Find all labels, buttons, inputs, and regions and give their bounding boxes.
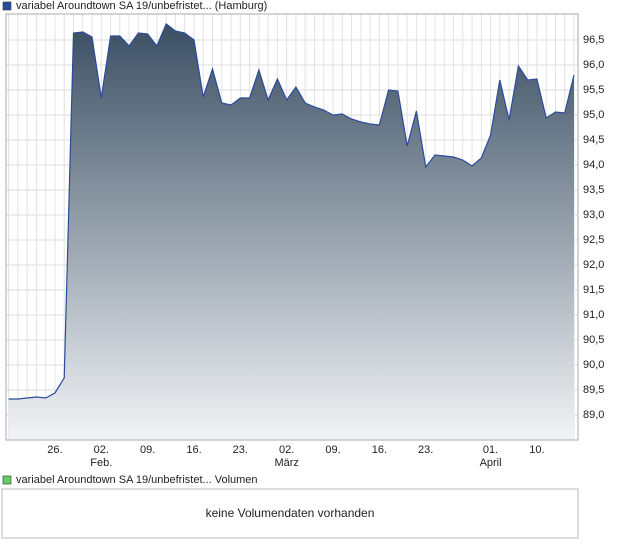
plot-frame [5, 13, 579, 441]
x-tick-label: 10. [529, 444, 544, 456]
y-tick-label: 91,0 [583, 309, 604, 321]
y-tick-label: 90,0 [583, 359, 604, 371]
y-tick-label: 92,0 [583, 259, 604, 271]
x-month-label: April [480, 457, 502, 469]
y-tick-label: 89,5 [583, 384, 604, 396]
x-tick-label: 09. [140, 444, 155, 456]
x-tick-label: 26. [47, 444, 62, 456]
legend-label: variabel Aroundtown SA 19/unbefristet...… [16, 474, 258, 486]
x-tick-label: 02. [94, 444, 109, 456]
legend-label: variabel Aroundtown SA 19/unbefristet...… [16, 0, 267, 12]
y-tick-label: 91,5 [583, 284, 604, 296]
y-tick-label: 92,5 [583, 234, 604, 246]
price-line [8, 23, 575, 400]
volume-panel [1, 488, 579, 539]
y-tick-label: 90,5 [583, 334, 604, 346]
legend-swatch [2, 1, 12, 11]
volume-message: keine Volumendaten vorhanden [206, 506, 375, 520]
y-tick-label: 95,0 [583, 109, 604, 121]
area-fill [8, 24, 575, 440]
x-tick-label: 01. [483, 444, 498, 456]
x-tick-label: 16. [186, 444, 201, 456]
x-month-label: März [274, 457, 298, 469]
x-tick-label: 16. [372, 444, 387, 456]
x-tick-label: 23. [233, 444, 248, 456]
x-tick-label: 02. [279, 444, 294, 456]
y-tick-label: 94,5 [583, 134, 604, 146]
y-tick-label: 89,0 [583, 409, 604, 421]
y-tick-label: 93,0 [583, 209, 604, 221]
x-tick-label: 09. [325, 444, 340, 456]
y-tick-label: 94,0 [583, 159, 604, 171]
y-tick-label: 96,0 [583, 59, 604, 71]
x-month-label: Feb. [90, 457, 112, 469]
y-tick-label: 93,5 [583, 184, 604, 196]
y-tick-label: 95,5 [583, 84, 604, 96]
legend-swatch [2, 475, 12, 485]
y-tick-label: 96,5 [583, 34, 604, 46]
x-tick-label: 23. [418, 444, 433, 456]
